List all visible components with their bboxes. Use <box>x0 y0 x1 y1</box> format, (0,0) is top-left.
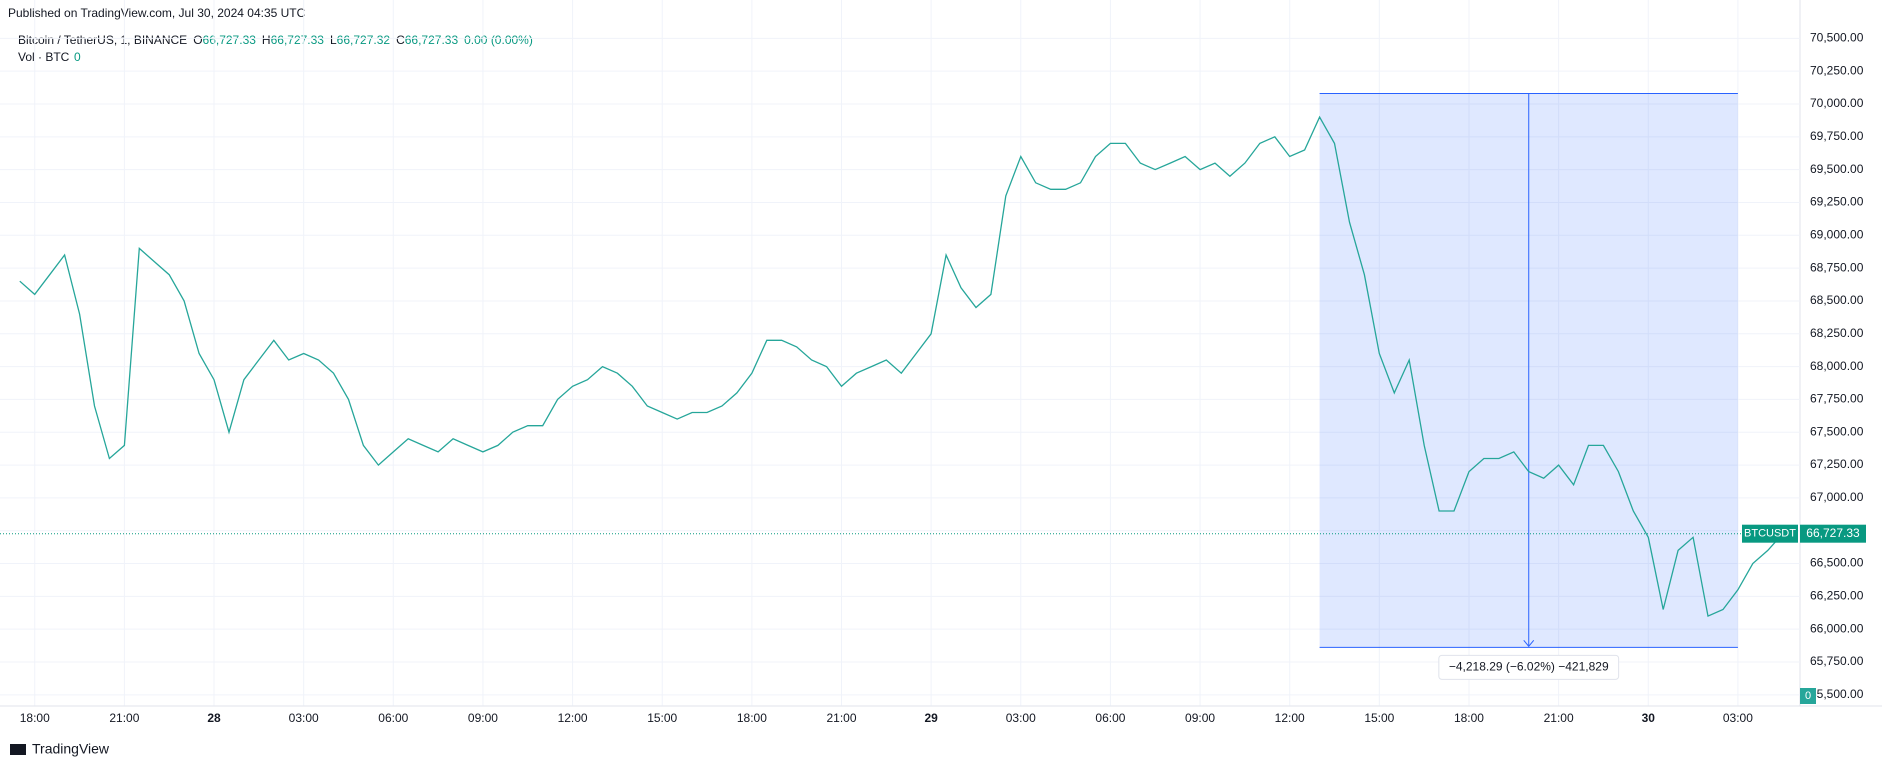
y-tick-label: 69,750.00 <box>1810 129 1864 143</box>
measure-label: −4,218.29 (−6.02%) −421,829 <box>1449 660 1609 674</box>
y-tick-label: 69,500.00 <box>1810 162 1864 176</box>
symbol: Bitcoin / TetherUS, 1, BINANCE <box>18 33 187 47</box>
y-tick-label: 68,250.00 <box>1810 326 1864 340</box>
volume-tag-text: 0 <box>1805 690 1811 702</box>
x-tick-label: 09:00 <box>468 711 498 725</box>
ohlc-key: L <box>330 33 337 47</box>
y-tick-label: 69,000.00 <box>1810 227 1864 241</box>
y-tick-label: 70,000.00 <box>1810 96 1864 110</box>
price-tag-text: 66,727.33 <box>1806 526 1860 540</box>
x-tick-label: 12:00 <box>558 711 588 725</box>
volume-label: Vol · BTC <box>18 50 70 64</box>
y-tick-label: 69,250.00 <box>1810 195 1864 209</box>
y-tick-label: 65,500.00 <box>1810 687 1864 701</box>
x-tick-label: 21:00 <box>826 711 856 725</box>
symbol-tag <box>1742 524 1798 543</box>
x-tick-label: 03:00 <box>1006 711 1036 725</box>
symbol-tag-text: BTCUSDT <box>1744 528 1796 540</box>
y-tick-label: 68,500.00 <box>1810 293 1864 307</box>
x-tick-label: 21:00 <box>109 711 139 725</box>
x-tick-label: 18:00 <box>1454 711 1484 725</box>
published: Published on TradingView.com, Jul 30, 20… <box>8 6 306 20</box>
ohlc-key: H <box>262 33 271 47</box>
y-tick-label: 67,000.00 <box>1810 490 1864 504</box>
y-tick-label: 68,750.00 <box>1810 260 1864 274</box>
y-tick-label: 70,250.00 <box>1810 63 1864 77</box>
x-tick-label: 18:00 <box>20 711 50 725</box>
ohlc-value: 66,727.33 <box>405 33 459 47</box>
footer-brand: TradingView <box>32 741 110 757</box>
x-tick-label: 06:00 <box>378 711 408 725</box>
x-tick-label: 03:00 <box>289 711 319 725</box>
volume-tag <box>1800 688 1816 704</box>
ohlc-key: O <box>193 33 202 47</box>
y-tick-label: 68,000.00 <box>1810 359 1864 373</box>
ohlc-value: 66,727.33 <box>271 33 325 47</box>
y-tick-label: 70,500.00 <box>1810 31 1864 45</box>
x-tick-label: 28 <box>207 711 221 725</box>
x-tick-label: 09:00 <box>1185 711 1215 725</box>
legend: Bitcoin / TetherUS, 1, BINANCE O 66,727.33… <box>18 33 533 47</box>
measure-label-box <box>1438 654 1620 680</box>
y-tick-label: 66,000.00 <box>1810 621 1864 635</box>
x-tick-label: 06:00 <box>1095 711 1125 725</box>
y-tick-label: 67,500.00 <box>1810 424 1864 438</box>
logo <box>10 744 26 755</box>
x-tick-label: 30 <box>1642 711 1656 725</box>
y-tick-label: 65,750.00 <box>1810 654 1864 668</box>
measure-arrowhead <box>1523 640 1535 648</box>
x-tick-label: 15:00 <box>647 711 677 725</box>
x-tick-label: 18:00 <box>737 711 767 725</box>
price-tag <box>1800 524 1866 543</box>
y-tick-label: 66,500.00 <box>1810 556 1864 570</box>
x-tick-label: 15:00 <box>1364 711 1394 725</box>
x-tick-label: 29 <box>924 711 938 725</box>
change: 0.00 (0.00%) <box>464 33 533 47</box>
ohlc-key: C <box>396 33 405 47</box>
y-tick-label: 66,250.00 <box>1810 589 1864 603</box>
volume-value: 0 <box>74 50 81 64</box>
x-tick-label: 12:00 <box>1275 711 1305 725</box>
y-tick-label: 67,750.00 <box>1810 392 1864 406</box>
y-tick-label: 67,250.00 <box>1810 457 1864 471</box>
ohlc-value: 66,727.32 <box>337 33 391 47</box>
x-tick-label: 03:00 <box>1723 711 1753 725</box>
ohlc-value: 66,727.33 <box>203 33 257 47</box>
x-tick-label: 21:00 <box>1544 711 1574 725</box>
price-line <box>19 115 1784 618</box>
